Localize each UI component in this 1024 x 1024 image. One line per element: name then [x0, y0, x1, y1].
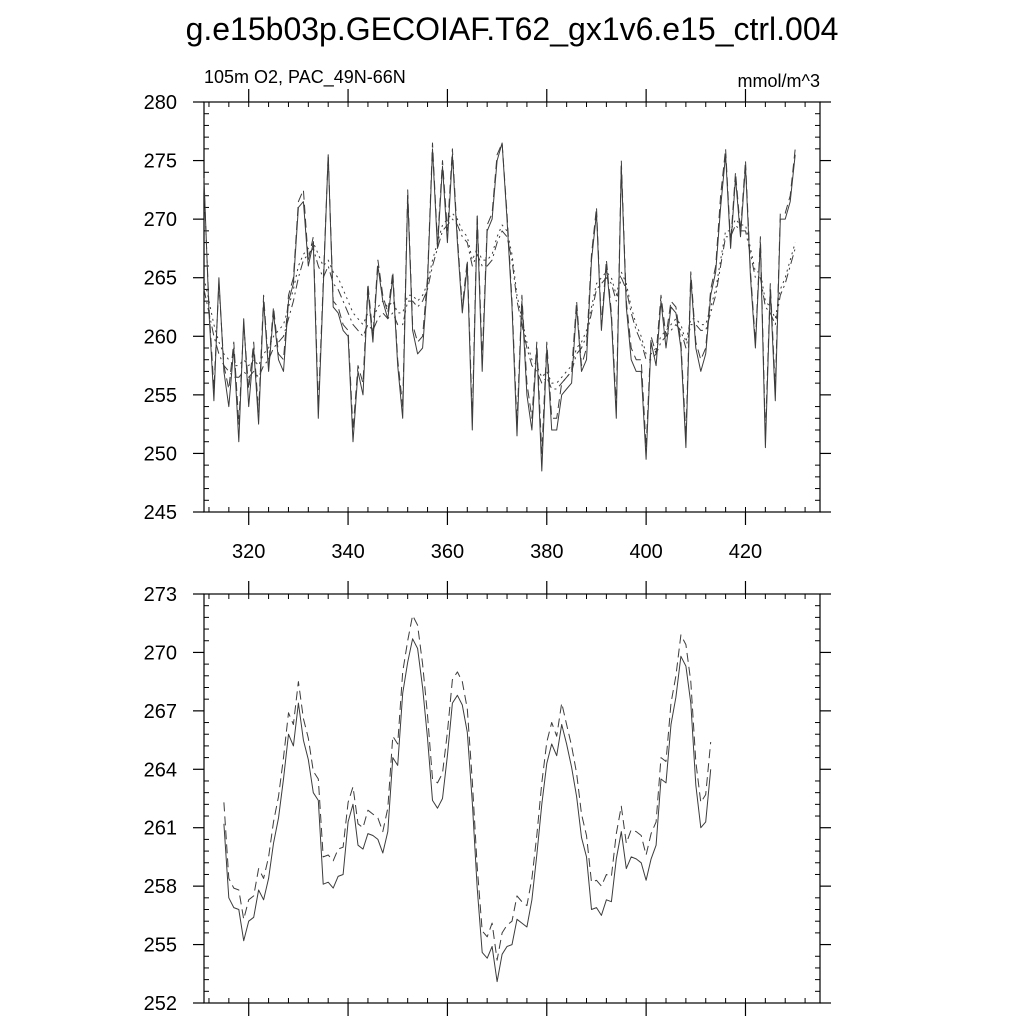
top-subtitle-left: 105m O2, PAC_49N-66N [204, 67, 406, 88]
p1-y-tick-label: 260 [144, 326, 177, 348]
top-subtitle-right: mmol/m^3 [738, 71, 820, 91]
p2-series-line-dashed [223, 614, 712, 961]
p1-series-line-dotted [203, 212, 796, 384]
p1-x-tick-label: 360 [431, 541, 464, 563]
top-panel: 320 340 360 380 400 420 245 250 255 260 265 270 275 2… [144, 89, 831, 563]
bottom-panel: 252 255 258 261 264 267 270 273 [144, 581, 831, 1016]
p1-y-tick-label: 245 [144, 502, 177, 524]
p2-y-tick-label: 264 [144, 759, 177, 781]
p1-x-tick-label: 320 [232, 541, 265, 563]
p1-x-tick-label: 420 [729, 541, 762, 563]
p2-y-tick-label: 270 [144, 642, 177, 664]
p1-series-line-dashed [203, 142, 796, 454]
p1-y-tick-label: 250 [144, 443, 177, 465]
p1-x-tick-label: 340 [331, 541, 364, 563]
p2-plot-frame [203, 593, 821, 1004]
p2-y-tick-label: 267 [144, 701, 177, 723]
p1-y-tick-label: 280 [144, 92, 177, 114]
p2-series-line-solid [223, 638, 712, 983]
p2-y-tick-label: 255 [144, 935, 177, 957]
p1-y-tick-label: 255 [144, 385, 177, 407]
p1-x-tick-label: 400 [629, 541, 662, 563]
p1-x-tick-label: 380 [530, 541, 563, 563]
p2-y-tick-label: 258 [144, 876, 177, 898]
p1-y-tick-label: 270 [144, 209, 177, 231]
p2-y-tick-label: 252 [144, 993, 177, 1015]
p1-plot-frame [203, 101, 821, 513]
p2-y-tick-label: 261 [144, 818, 177, 840]
chart-title: g.e15b03p.GECOIAF.T62_gx1v6.e15_ctrl.004 [186, 11, 839, 47]
p1-y-tick-label: 275 [144, 151, 177, 173]
p2-y-tick-label: 273 [144, 584, 177, 606]
p1-series-line-dashdot [203, 218, 796, 390]
p1-y-tick-label: 265 [144, 268, 177, 290]
p1-series-line-solid [203, 142, 796, 472]
